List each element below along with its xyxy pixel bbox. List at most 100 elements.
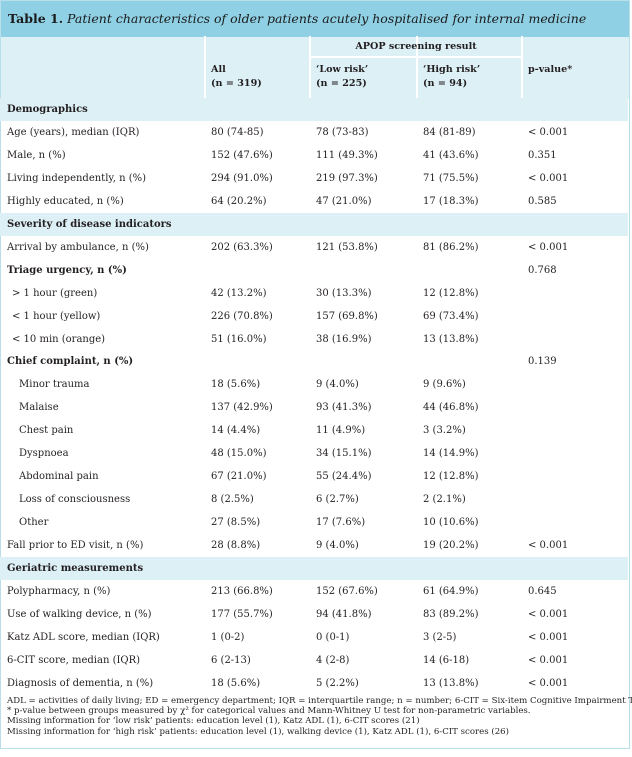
table-row: Malaise 137 (42.9%) 93 (41.3%) 44 (46.8%) xyxy=(0,396,628,419)
column-header-1: All xyxy=(211,64,226,75)
cell-low: 121 (53.8%) xyxy=(316,241,378,253)
row-label: Triage urgency, n (%) xyxy=(7,264,127,276)
column-header-count-3: (n = 94) xyxy=(423,78,468,89)
cell-all: 42 (13.2%) xyxy=(211,287,267,299)
row-label: Demographics xyxy=(7,104,88,115)
table-row: Polypharmacy, n (%) 213 (66.8%) 152 (67.6%… xyxy=(0,580,628,603)
row-label: Use of walking device, n (%) xyxy=(7,608,152,620)
cell-all: 67 (21.0%) xyxy=(211,471,267,483)
cell-p: < 0.001 xyxy=(528,172,569,184)
cell-low: 9 (4.0%) xyxy=(316,540,359,552)
column-header-2: ‘Low risk’ xyxy=(316,64,369,75)
cell-high: 3 (2-5) xyxy=(423,631,457,643)
cell-low: 0 (0-1) xyxy=(316,631,350,643)
row-label: Chief complaint, n (%) xyxy=(7,356,134,368)
cell-p: < 0.001 xyxy=(528,241,569,253)
row-label: Arrival by ambulance, n (%) xyxy=(7,241,149,253)
table-row: Arrival by ambulance, n (%) 202 (63.3%) 12… xyxy=(0,236,628,259)
table-row: Loss of consciousness 8 (2.5%) 6 (2.7%) 2 (… xyxy=(0,488,628,511)
cell-high: 2 (2.1%) xyxy=(423,494,466,506)
cell-high: 81 (86.2%) xyxy=(423,241,479,253)
cell-all: 177 (55.7%) xyxy=(211,608,273,620)
table-row: Highly educated, n (%) 64 (20.2%) 47 (21.0… xyxy=(0,190,628,213)
row-label: Other xyxy=(19,517,49,529)
row-label: Geriatric measurements xyxy=(7,563,144,574)
column-header-3: ‘High risk’ xyxy=(423,64,481,75)
footnote: * p-value between groups measured by χ² … xyxy=(7,706,531,717)
cell-all: 48 (15.0%) xyxy=(211,448,267,460)
cell-low: 93 (41.3%) xyxy=(316,402,372,414)
cell-high: 14 (14.9%) xyxy=(423,448,479,460)
row-label: Dyspnoea xyxy=(19,448,69,460)
cell-all: 18 (5.6%) xyxy=(211,379,261,391)
cell-high: 13 (13.8%) xyxy=(423,333,479,345)
cell-high: 69 (73.4%) xyxy=(423,310,479,322)
cell-high: 41 (43.6%) xyxy=(423,149,479,161)
cell-all: 6 (2-13) xyxy=(211,654,251,666)
table-row: 6-CIT score, median (IQR) 6 (2-13) 4 (2-8)… xyxy=(0,649,628,672)
cell-p: < 0.001 xyxy=(528,540,569,552)
cell-p: < 0.001 xyxy=(528,654,569,666)
row-label: Malaise xyxy=(19,402,59,414)
cell-p: 0.768 xyxy=(528,264,557,276)
column-header-4: p-value* xyxy=(528,64,573,75)
row-label: Chest pain xyxy=(19,425,74,437)
table-row: < 10 min (orange) 51 (16.0%) 38 (16.9%) 13 … xyxy=(0,328,628,351)
footnote: Missing information for ‘low risk’ patie… xyxy=(7,716,420,727)
cell-low: 30 (13.3%) xyxy=(316,287,372,299)
row-label: < 1 hour (yellow) xyxy=(12,310,101,322)
table-row: Triage urgency, n (%) 0.768 xyxy=(0,259,628,282)
table-row: Diagnosis of dementia, n (%) 18 (5.6%) 5 (… xyxy=(0,672,628,695)
group-header-rule xyxy=(311,56,521,58)
table-row: Living independently, n (%) 294 (91.0%) 21… xyxy=(0,167,628,190)
cell-all: 1 (0-2) xyxy=(211,631,245,643)
column-header-count-1: (n = 319) xyxy=(211,78,262,89)
row-label: Living independently, n (%) xyxy=(7,172,147,184)
cell-all: 294 (91.0%) xyxy=(211,172,273,184)
row-label: Polypharmacy, n (%) xyxy=(7,585,111,597)
table-row: Dyspnoea 48 (15.0%) 34 (15.1%) 14 (14.9%) xyxy=(0,442,628,465)
row-label: Male, n (%) xyxy=(7,149,66,161)
row-label: < 10 min (orange) xyxy=(12,333,106,345)
table-row: Katz ADL score, median (IQR) 1 (0-2) 0 (0-… xyxy=(0,626,628,649)
group-header: APOP screening result xyxy=(355,41,477,52)
cell-low: 34 (15.1%) xyxy=(316,448,372,460)
section-row: Severity of disease indicators xyxy=(0,212,628,236)
cell-all: 14 (4.4%) xyxy=(211,425,261,437)
cell-all: 51 (16.0%) xyxy=(211,333,267,345)
cell-low: 55 (24.4%) xyxy=(316,471,372,483)
cell-p: 0.139 xyxy=(528,356,557,368)
cell-low: 4 (2-8) xyxy=(316,654,350,666)
column-header-count-2: (n = 225) xyxy=(316,78,367,89)
table-number: Table 1. xyxy=(8,11,64,26)
cell-all: 202 (63.3%) xyxy=(211,241,273,253)
cell-all: 18 (5.6%) xyxy=(211,677,261,689)
row-label: Loss of consciousness xyxy=(19,494,131,506)
cell-high: 17 (18.3%) xyxy=(423,195,479,207)
row-label: 6-CIT score, median (IQR) xyxy=(7,654,141,666)
cell-low: 17 (7.6%) xyxy=(316,517,366,529)
cell-high: 10 (10.6%) xyxy=(423,517,479,529)
cell-low: 111 (49.3%) xyxy=(316,149,378,161)
cell-low: 78 (73-83) xyxy=(316,126,369,138)
cell-all: 152 (47.6%) xyxy=(211,149,273,161)
table-row: Minor trauma 18 (5.6%) 9 (4.0%) 9 (9.6%) xyxy=(0,373,628,396)
table-row: Chief complaint, n (%) 0.139 xyxy=(0,350,628,373)
cell-low: 219 (97.3%) xyxy=(316,172,378,184)
cell-all: 213 (66.8%) xyxy=(211,585,273,597)
table-row: > 1 hour (green) 42 (13.2%) 30 (13.3%) 12 (… xyxy=(0,282,628,305)
cell-low: 9 (4.0%) xyxy=(316,379,359,391)
table-title: Table 1. Patient characteristics of olde… xyxy=(1,1,629,37)
cell-low: 11 (4.9%) xyxy=(316,425,366,437)
section-row: Geriatric measurements xyxy=(0,557,628,580)
cell-high: 83 (89.2%) xyxy=(423,608,479,620)
cell-all: 137 (42.9%) xyxy=(211,402,273,414)
cell-p: < 0.001 xyxy=(528,631,569,643)
table-row: Use of walking device, n (%) 177 (55.7%) 9… xyxy=(0,603,628,626)
table-row: Fall prior to ED visit, n (%) 28 (8.8%) 9 … xyxy=(0,534,628,557)
cell-p: 0.351 xyxy=(528,149,557,161)
cell-low: 5 (2.2%) xyxy=(316,677,359,689)
cell-all: 27 (8.5%) xyxy=(211,517,261,529)
table-row: Abdominal pain 67 (21.0%) 55 (24.4%) 12 (12… xyxy=(0,465,628,488)
